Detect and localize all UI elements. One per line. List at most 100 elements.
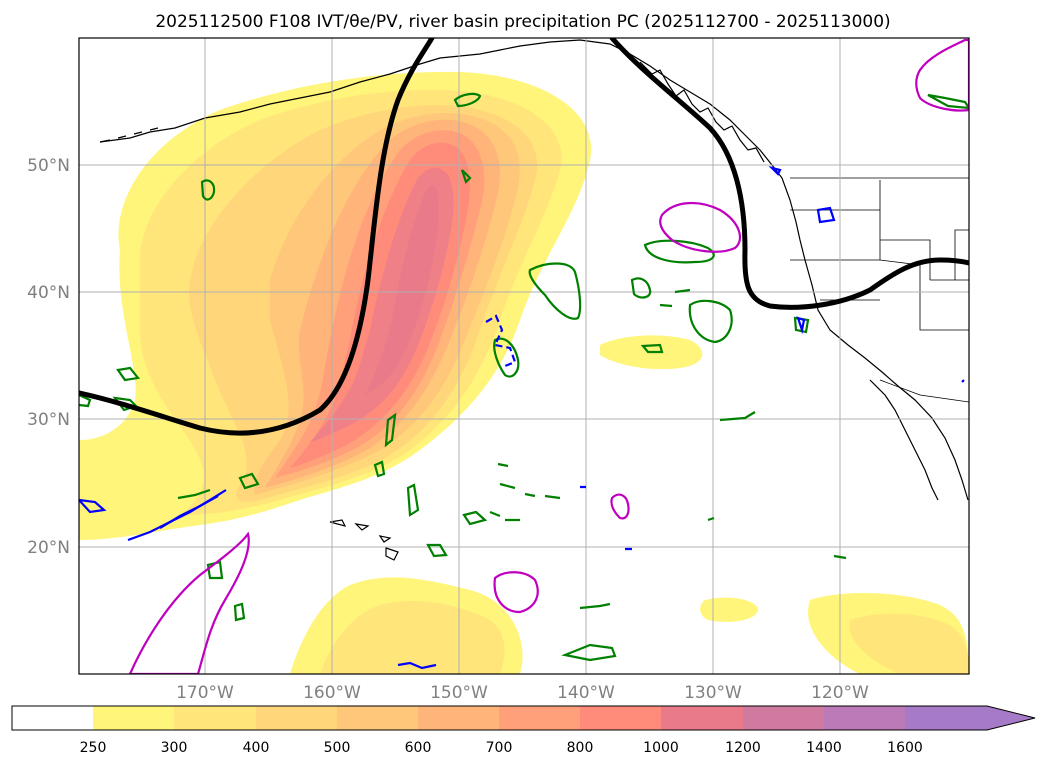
colorbar-bin [93, 706, 174, 730]
colorbar-label: 400 [243, 740, 270, 756]
us-mexico-border [879, 379, 969, 403]
pv-contour [489, 462, 561, 522]
lon-tick-label: 140°W [557, 683, 615, 703]
precip-pos-contour [610, 493, 630, 520]
colorbar-bin [256, 706, 337, 730]
precip-pos-contour [493, 571, 539, 614]
pv-contour [688, 299, 733, 344]
hawaii-2 [354, 523, 370, 531]
map-area [79, 38, 969, 674]
gulf-coast-jagged [639, 61, 765, 163]
pv-contour [528, 262, 582, 320]
ivt-band-1200 [365, 185, 439, 395]
pv-contour [707, 516, 847, 560]
pv-contour [493, 337, 520, 378]
lon-tick-labels: 170°W 160°W 150°W 140°W 130°W 120°W [176, 683, 869, 703]
precip-pos-contour [659, 201, 742, 253]
aleutian-islands [99, 127, 159, 143]
lat-tick-label: 30°N [27, 410, 70, 430]
lon-tick-label: 160°W [303, 683, 361, 703]
colorbar-bin [905, 706, 987, 730]
state-borders [790, 180, 969, 331]
pv-contour [719, 411, 756, 422]
colorbar-label: 300 [161, 740, 188, 756]
colorbar-label: 1000 [643, 740, 679, 756]
pv-contour [462, 510, 488, 526]
pv-contour [116, 366, 141, 382]
precip-neg-contour [796, 316, 806, 335]
pv-contour [238, 472, 260, 490]
ivt-band-sw-small [700, 597, 759, 622]
colorbar-label: 600 [405, 740, 432, 756]
lat-tick-label: 50°N [27, 156, 70, 176]
pv-contour [177, 488, 211, 500]
colorbar-bin [174, 706, 256, 730]
precip-neg-contour [768, 165, 782, 176]
colorbar-bin [743, 706, 824, 730]
colorbar-label: 800 [567, 740, 594, 756]
ivt-se-band-300 [849, 613, 969, 674]
figure-title: 2025112500 F108 IVT/θe/PV, river basin p… [155, 12, 890, 32]
gridlines [79, 38, 969, 674]
colorbar-label: 500 [324, 740, 351, 756]
colorbar-outline [11, 705, 1036, 731]
colorbar-extend-arrow [987, 706, 1035, 730]
pv-contour [373, 460, 386, 478]
pv-contour [384, 412, 397, 448]
theta-e-contours [79, 38, 969, 436]
colorbar-bin [12, 706, 93, 730]
ivt-shading [79, 71, 969, 674]
pv-contour [79, 393, 92, 408]
pv-contour [200, 179, 216, 201]
lon-tick-label: 130°W [684, 683, 742, 703]
map-frame [78, 37, 970, 675]
colorbar-bin [661, 706, 743, 730]
pv-contours [79, 92, 969, 662]
lon-tick-label: 120°W [811, 683, 869, 703]
lat-tick-labels: 20°N 30°N 40°N 50°N [27, 156, 70, 558]
baja-peninsula [869, 379, 939, 501]
precip-neg-contour [816, 206, 836, 224]
pv-contour [233, 602, 246, 622]
colorbar-labels: 250 300 400 500 600 700 800 1000 1200 14… [80, 740, 923, 756]
pv-contour [579, 602, 611, 610]
colorbar [11, 705, 1036, 731]
pv-contour [630, 277, 652, 299]
colorbar-label: 1400 [806, 740, 842, 756]
pv-contour [640, 343, 664, 354]
pv-contour [659, 288, 691, 308]
ivt-lower-band-300 [320, 600, 505, 674]
lon-tick-label: 170°W [176, 683, 234, 703]
colorbar-bin [337, 706, 418, 730]
theta-e-contour [79, 38, 435, 436]
precip-pos-contours [128, 38, 969, 674]
precip-neg-contour [397, 661, 437, 670]
colorbar-bin [824, 706, 905, 730]
precip-pos-contour [128, 531, 250, 674]
colorbar-label: 1200 [725, 740, 761, 756]
lon-tick-label: 150°W [430, 683, 488, 703]
precip-neg-contour [159, 495, 219, 529]
borders [790, 177, 969, 403]
pv-contour [406, 483, 420, 517]
pv-contour [561, 643, 617, 662]
precip-pos-contour [915, 38, 969, 112]
theta-e-contour [609, 38, 969, 310]
hawaii-3 [378, 535, 392, 543]
lat-tick-label: 40°N [27, 283, 70, 303]
hawaii-1 [329, 519, 347, 527]
colorbar-bin [580, 706, 661, 730]
colorbar-label: 1600 [887, 740, 923, 756]
colorbar-label: 250 [80, 740, 107, 756]
pv-contour [453, 92, 482, 108]
colorbar-label: 700 [486, 740, 513, 756]
precip-neg-contour [580, 379, 965, 551]
precip-neg-contours [79, 165, 965, 670]
lat-tick-label: 20°N [27, 538, 70, 558]
pv-contour [927, 93, 969, 110]
coastlines [99, 39, 969, 561]
colorbar-bin [499, 706, 580, 730]
precip-neg-contour [485, 314, 517, 368]
pv-contour [460, 169, 472, 185]
